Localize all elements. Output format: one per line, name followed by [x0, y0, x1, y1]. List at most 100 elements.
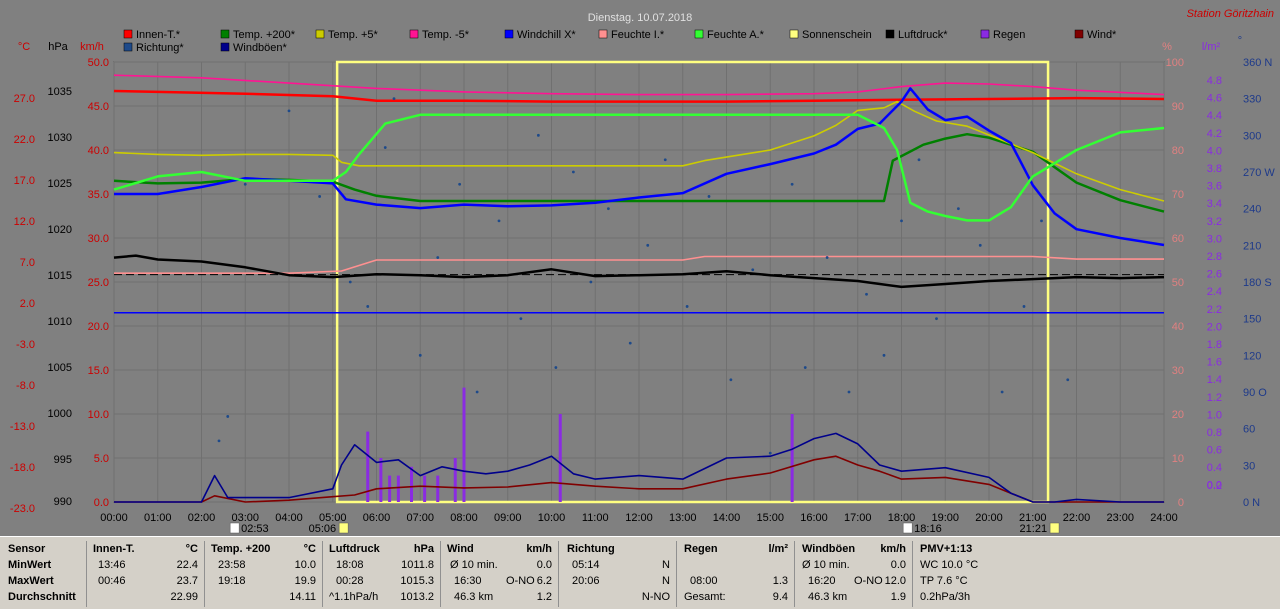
rain-tick: 1.4	[1207, 374, 1222, 386]
direction-tick: 360 N	[1243, 57, 1272, 69]
direction-tick: 0 N	[1243, 497, 1260, 509]
pmv-windchill: WC 10.0 °C	[920, 559, 979, 571]
direction-tick: 120	[1243, 350, 1261, 362]
temp200-max-time: 19:18	[218, 575, 246, 587]
direction-point	[366, 305, 370, 308]
percent-tick: 80	[1172, 145, 1184, 157]
pmv-header: PMV+1:13	[920, 543, 973, 555]
rain-tick: 1.2	[1207, 392, 1222, 404]
windboeen-max-dir: O-NO	[854, 575, 883, 587]
celsius-tick: -18.0	[10, 462, 35, 474]
pmv-pressure-trend: 0.2hPa/3h	[920, 591, 971, 603]
time-tick: 04:00	[275, 512, 303, 524]
celsius-tick: 27.0	[14, 93, 35, 105]
direction-point	[287, 109, 291, 113]
direction-tick: 270 W	[1243, 167, 1275, 179]
innen-avg: 22.99	[170, 591, 198, 603]
direction-point	[707, 195, 711, 198]
direction-point	[458, 182, 462, 186]
sun-icon	[1049, 522, 1060, 534]
direction-point	[917, 158, 921, 162]
kmh-tick: 15.0	[88, 365, 109, 377]
series-line	[113, 113, 1165, 222]
legend-label: Windchill X*	[517, 29, 576, 41]
rain-tick: 4.4	[1207, 110, 1222, 122]
time-tick: 09:00	[494, 512, 522, 524]
kmh-tick: 5.0	[94, 453, 109, 465]
luftdruck-unit: hPa	[413, 543, 434, 555]
time-tick: 00:00	[100, 512, 128, 524]
rain-bar	[366, 431, 370, 502]
legend-label: Wind*	[1087, 29, 1117, 41]
direction-point	[685, 305, 689, 308]
wind-avg: 1.2	[536, 591, 552, 603]
direction-point	[1022, 305, 1026, 308]
kmh-tick: 40.0	[88, 145, 109, 157]
direction-point	[519, 317, 523, 321]
direction-point	[751, 268, 755, 272]
rain-bar	[453, 458, 457, 502]
unit-rain: l/m²	[1202, 41, 1221, 53]
rain-tick: 0.6	[1207, 445, 1222, 457]
direction-point	[900, 219, 903, 223]
wind-avg-label: Ø 10 min.	[450, 559, 498, 571]
direction-point	[646, 243, 650, 247]
celsius-tick: 2.0	[20, 298, 35, 310]
direction-point	[729, 378, 733, 382]
direction-point	[847, 390, 851, 394]
celsius-tick: -23.0	[10, 503, 35, 515]
time-tick: 21:00	[1019, 512, 1047, 524]
legend-label: Regen	[993, 29, 1025, 41]
percent-tick: 60	[1172, 233, 1184, 245]
luftdruck-min: 1011.8	[401, 559, 434, 571]
hpa-tick: 1025	[48, 178, 72, 190]
unit-celsius: °C	[18, 41, 30, 53]
kmh-tick: 20.0	[88, 321, 109, 333]
celsius-tick: 17.0	[14, 175, 35, 187]
innen-min: 22.4	[176, 559, 198, 571]
stats-innen: Innen-T. °C 13:46 22.4 00:46 23.7 22.99	[88, 541, 205, 607]
rain-tick: 3.4	[1207, 198, 1222, 210]
richtung-time-1: 05:14	[572, 559, 600, 571]
rain-bar	[436, 475, 440, 502]
regen-unit: l/m²	[768, 543, 788, 555]
time-tick: 22:00	[1063, 512, 1091, 524]
direction-point	[226, 415, 230, 418]
legend-label: Temp. +200*	[233, 29, 296, 41]
direction-tick: 210	[1243, 240, 1261, 252]
direction-point	[1066, 378, 1070, 382]
rain-tick: 3.2	[1207, 216, 1222, 228]
legend-swatch	[220, 29, 230, 39]
innen-unit: °C	[185, 543, 198, 555]
time-tick: 08:00	[450, 512, 478, 524]
legend-label: Temp. +5*	[328, 29, 379, 41]
legend-swatch	[980, 29, 990, 39]
direction-point	[1000, 390, 1004, 394]
time-tick: 16:00	[800, 512, 828, 524]
rain-tick: 0.4	[1207, 462, 1222, 474]
time-tick: 05:00	[319, 512, 347, 524]
statistics-panel: Sensor MinWert MaxWert Durchschnitt Inne…	[0, 536, 1280, 609]
pmv-dewpoint: TP 7.6 °C	[920, 575, 968, 587]
hpa-tick: 1000	[48, 408, 72, 420]
legend-label: Richtung*	[136, 42, 184, 54]
hpa-tick: 1010	[48, 316, 72, 328]
legend-label: Sonnenschein	[802, 29, 872, 41]
direction-point	[318, 195, 322, 198]
direction-point	[803, 366, 807, 369]
sunshine-window	[335, 60, 1050, 504]
celsius-tick: -8.0	[16, 380, 35, 392]
richtung-val-2: N	[662, 575, 670, 587]
windboeen-max-time: 16:20	[808, 575, 836, 587]
direction-tick: 300	[1243, 130, 1261, 142]
row-avg: Durchschnitt	[8, 591, 76, 603]
direction-point	[978, 243, 982, 247]
percent-tick: 50	[1172, 277, 1184, 289]
innen-max: 23.7	[176, 575, 198, 587]
legend-swatch	[1074, 29, 1084, 39]
stats-windboeen: Windböen km/h Ø 10 min. 0.0 16:20 O-NO 12.0 …	[796, 541, 913, 607]
direction-point	[825, 256, 829, 259]
legend-label: Innen-T.*	[136, 29, 181, 41]
direction-tick: 330	[1243, 94, 1261, 106]
kmh-tick: 50.0	[88, 57, 109, 69]
